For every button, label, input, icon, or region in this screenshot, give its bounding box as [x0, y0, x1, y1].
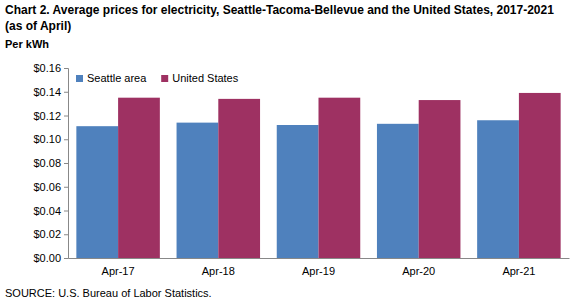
legend-item: Seattle area [76, 72, 147, 84]
x-tick-label: Apr-20 [402, 265, 435, 277]
bar [218, 99, 260, 258]
x-tick: Apr-19 [302, 265, 335, 277]
bars [76, 93, 560, 258]
y-tick-mark [64, 211, 68, 212]
x-axis: Apr-17 Apr-18 Apr-19 Apr-20 Apr-21 [69, 259, 570, 277]
y-tick-mark [64, 163, 68, 164]
x-tick-label: Apr-19 [302, 265, 335, 277]
y-axis: $0.00 $0.02 $0.04 $0.06 $0.08 $0.10 $0.12 $0.14… [33, 62, 68, 264]
x-tick: Apr-21 [502, 265, 535, 277]
y-tick-mark [64, 116, 68, 117]
y-tick-mark [64, 258, 68, 259]
y-tick: $0.14 [33, 86, 68, 98]
x-tick-label: Apr-21 [502, 265, 535, 277]
x-tick: Apr-18 [202, 265, 235, 277]
y-tick-mark [64, 68, 68, 69]
legend-swatch [76, 75, 83, 82]
y-tick-label: $0.00 [33, 252, 61, 264]
x-tick-label: Apr-17 [102, 265, 135, 277]
y-tick: $0.10 [33, 133, 68, 145]
y-tick-mark [64, 92, 68, 93]
bar [76, 126, 118, 258]
y-tick-label: $0.12 [33, 110, 61, 122]
bar [118, 98, 160, 258]
y-tick-label: $0.02 [33, 228, 61, 240]
y-tick-label: $0.16 [33, 62, 61, 74]
y-tick-mark [64, 139, 68, 140]
x-tick: Apr-20 [402, 265, 435, 277]
y-tick: $0.00 [33, 252, 68, 264]
x-tick: Apr-17 [102, 265, 135, 277]
bar [277, 125, 319, 258]
y-axis-label: Per kWh [5, 38, 49, 50]
legend-swatch [161, 75, 168, 82]
legend-label: United States [172, 72, 239, 84]
bar [419, 100, 461, 258]
y-tick-label: $0.10 [33, 133, 61, 145]
bar [319, 98, 361, 258]
y-tick: $0.04 [33, 205, 68, 217]
y-tick-label: $0.04 [33, 205, 61, 217]
y-tick-mark [64, 234, 68, 235]
y-tick-label: $0.14 [33, 86, 61, 98]
y-tick: $0.02 [33, 228, 68, 240]
y-tick: $0.16 [33, 62, 68, 74]
legend-item: United States [161, 72, 239, 84]
series [118, 93, 561, 258]
source: SOURCE: U.S. Bureau of Labor Statistics. [5, 287, 212, 299]
plot: $0.00 $0.02 $0.04 $0.06 $0.08 $0.10 $0.12 $0.14… [33, 62, 569, 277]
y-axis-line [64, 69, 69, 259]
y-tick-label: $0.06 [33, 181, 61, 193]
bar [477, 120, 519, 258]
y-tick-label: $0.08 [33, 157, 61, 169]
chart: Chart 2. Average prices for electricity,… [0, 0, 579, 303]
y-tick-mark [64, 187, 68, 188]
y-tick: $0.06 [33, 181, 68, 193]
bar [377, 124, 419, 258]
y-tick: $0.12 [33, 110, 68, 122]
legend: Seattle area United States [76, 72, 239, 84]
bar [519, 93, 561, 258]
title: Chart 2. Average prices for electricity,… [5, 3, 557, 33]
x-tick-label: Apr-18 [202, 265, 235, 277]
legend-label: Seattle area [87, 72, 147, 84]
y-tick: $0.08 [33, 157, 68, 169]
bar [177, 123, 219, 258]
x-axis-line [69, 258, 570, 259]
